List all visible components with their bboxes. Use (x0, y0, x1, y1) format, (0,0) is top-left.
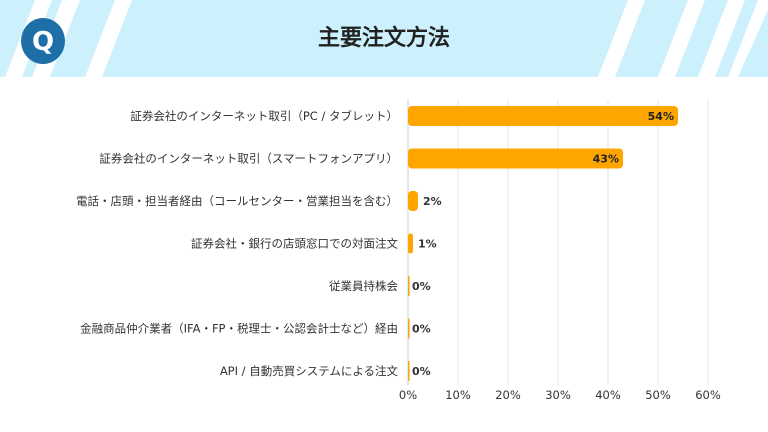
x-tick-label: 0% (399, 388, 417, 402)
x-tick-label: 10% (445, 388, 471, 402)
data-label: 43% (593, 153, 619, 166)
bar (408, 361, 410, 381)
category-label: 金融商品仲介業者（IFA・FP・税理士・公認会計士など）経由 (80, 322, 398, 336)
category-label: 証券会社・銀行の店頭窓口での対面注文 (191, 237, 398, 251)
data-label: 2% (423, 195, 442, 208)
x-tick-label: 20% (495, 388, 521, 402)
q-badge-icon: Q (21, 18, 65, 64)
bar (408, 106, 678, 126)
data-label: 1% (418, 238, 437, 251)
bar (408, 148, 623, 169)
svg-text:Q: Q (32, 27, 54, 57)
data-label: 54% (648, 110, 674, 123)
category-label: 従業員持株会 (329, 279, 398, 293)
bar (408, 318, 410, 339)
category-label: 電話・店頭・担当者経由（コールセンター・営業担当を含む） (76, 194, 398, 208)
data-label: 0% (412, 365, 431, 378)
x-tick-label: 50% (645, 388, 671, 402)
x-tick-label: 30% (545, 388, 571, 402)
header-banner: Q (0, 0, 768, 77)
bar (408, 276, 410, 296)
page-title: 主要注文方法 (317, 26, 450, 51)
bar (408, 233, 413, 254)
x-tick-label: 60% (695, 388, 721, 402)
data-label: 0% (412, 280, 431, 293)
data-label: 0% (412, 323, 431, 336)
category-label: API / 自動売買システムによる注文 (220, 364, 399, 378)
category-label: 証券会社のインターネット取引（PC / タブレット） (130, 109, 398, 123)
x-tick-label: 40% (595, 388, 621, 402)
bar (408, 191, 418, 211)
category-label: 証券会社のインターネット取引（スマートフォンアプリ） (99, 152, 398, 166)
